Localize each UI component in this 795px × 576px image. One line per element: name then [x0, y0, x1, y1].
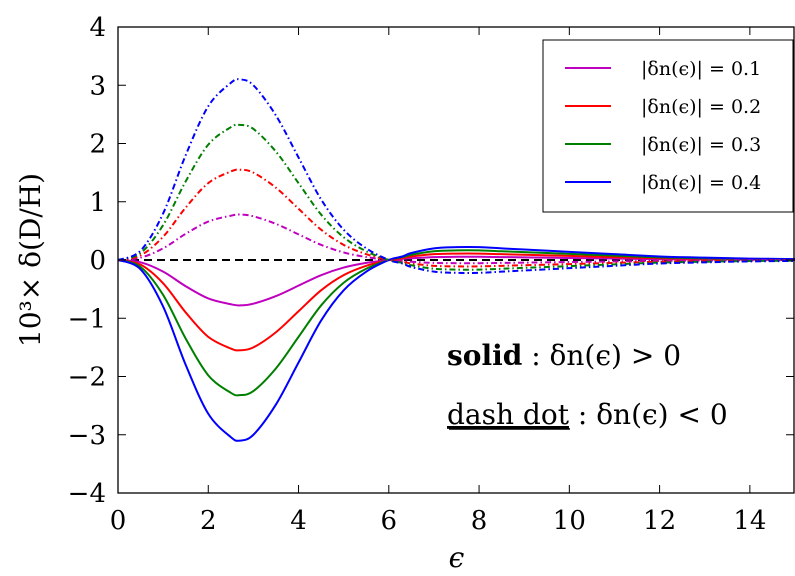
- y-tick-label: 0: [89, 246, 106, 276]
- y-tick-label: −2: [68, 363, 106, 393]
- style-annotation: solid : δn(ϵ) > 0 dash dot : δn(ϵ) < 0: [447, 339, 728, 431]
- x-tick-label: 6: [381, 506, 398, 536]
- x-tick-label: 2: [200, 506, 217, 536]
- legend-label-3: |δn(ϵ)| = 0.3: [641, 134, 761, 156]
- series-solid-3: [117, 249, 795, 397]
- annotation-solid-bold: solid: [447, 339, 522, 372]
- annotation-dashdot-underlined: dash dot: [447, 398, 570, 431]
- legend-box: [542, 39, 794, 213]
- y-tick-label: −4: [68, 479, 106, 509]
- legend-label-4: |δn(ϵ)| = 0.4: [641, 172, 761, 194]
- series-layer: [117, 78, 795, 442]
- annotation-solid-rest: : δn(ϵ) > 0: [522, 339, 681, 372]
- y-tick-label: 2: [89, 130, 106, 160]
- annotation-solid: solid : δn(ϵ) > 0: [447, 339, 681, 372]
- y-tick-label: −1: [68, 304, 106, 334]
- y-tick-label: −3: [68, 421, 106, 451]
- x-tick-label: 4: [290, 506, 307, 536]
- x-tick-label: 10: [553, 506, 586, 536]
- annotation-dashdot: dash dot : δn(ϵ) < 0: [447, 398, 728, 431]
- series-dashdot-4: [117, 78, 795, 274]
- x-axis-label: ϵ: [449, 541, 465, 574]
- series-dashdot-2: [117, 168, 795, 268]
- x-tick-label: 8: [471, 506, 488, 536]
- legend-label-2: |δn(ϵ)| = 0.2: [641, 96, 761, 118]
- x-tick-label: 14: [733, 506, 766, 536]
- y-tick-label: 1: [89, 188, 106, 218]
- annotation-dashdot-rest: : δn(ϵ) < 0: [569, 398, 728, 431]
- legend-label-1: |δn(ϵ)| = 0.1: [641, 58, 761, 80]
- x-tick-label: 0: [110, 506, 127, 536]
- legend: |δn(ϵ)| = 0.1 |δn(ϵ)| = 0.2 |δn(ϵ)| = 0.3 |…: [542, 39, 794, 213]
- y-tick-label: 4: [89, 13, 106, 43]
- y-axis-label: 10³× δ(D/H): [14, 173, 47, 347]
- x-tick-label: 12: [643, 506, 676, 536]
- y-tick-label: 3: [89, 71, 106, 101]
